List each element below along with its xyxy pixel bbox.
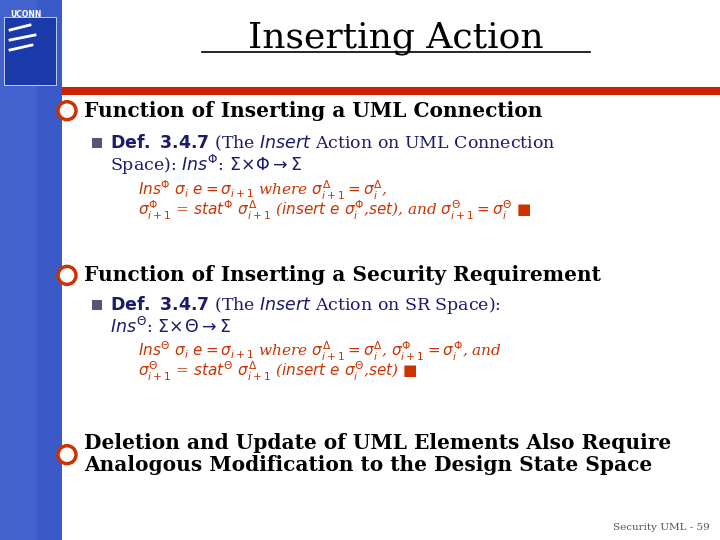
Text: $\mathit{Ins}^{\Theta}$: $\Sigma\!\times\!\Theta \rightarrow \Sigma$: $\mathit{Ins}^{\Theta}$: $\Sigma\!\times… (110, 318, 231, 338)
Bar (62, 87, 720, 95)
Text: Function of Inserting a UML Connection: Function of Inserting a UML Connection (84, 100, 542, 121)
Text: Function of Inserting a Security Requirement: Function of Inserting a Security Require… (84, 265, 601, 286)
Bar (0, 0, 37, 540)
Text: Space): $\mathit{Ins}^{\Phi}$: $\Sigma\!\times\!\Phi \rightarrow \Sigma$: Space): $\mathit{Ins}^{\Phi}$: $\Sigma\!… (110, 153, 302, 177)
Text: Inserting Action: Inserting Action (248, 21, 544, 55)
Bar (4, 17, 56, 85)
Circle shape (58, 102, 76, 120)
Text: $\sigma^{\Theta}_{i+1}$ = $\mathit{stat}^{\Theta}\ \sigma^{\Delta}_{i+1}$ ($\mat: $\sigma^{\Theta}_{i+1}$ = $\mathit{stat}… (138, 360, 418, 383)
Text: $\mathbf{Def.\ 3.4.7}$ (The $\mathit{Insert}$ Action on UML Connection: $\mathbf{Def.\ 3.4.7}$ (The $\mathit{Ins… (110, 133, 556, 153)
Text: $\mathit{Ins}^{\Theta}\ \sigma_i\ e = \sigma_{i+1}$ where $\sigma^{\Delta}_{i+1}: $\mathit{Ins}^{\Theta}\ \sigma_i\ e = \s… (138, 340, 502, 363)
Bar (0, 0, 62, 540)
Text: Deletion and Update of UML Elements Also Require: Deletion and Update of UML Elements Also… (84, 433, 671, 453)
Circle shape (58, 446, 76, 464)
Bar (92, 300, 102, 310)
Text: UCONN: UCONN (10, 10, 41, 19)
Text: $\mathbf{Def.\ 3.4.7}$ (The $\mathit{Insert}$ Action on SR Space):: $\mathbf{Def.\ 3.4.7}$ (The $\mathit{Ins… (110, 294, 501, 316)
Circle shape (58, 266, 76, 285)
Text: $\mathit{Ins}^{\Phi}\ \sigma_i\ e = \sigma_{i+1}$ where $\sigma^{\Delta}_{i+1} =: $\mathit{Ins}^{\Phi}\ \sigma_i\ e = \sig… (138, 179, 387, 202)
Bar (92, 138, 102, 148)
Text: Analogous Modification to the Design State Space: Analogous Modification to the Design Sta… (84, 455, 652, 475)
Text: $\sigma^{\Phi}_{i+1}$ = $\mathit{stat}^{\Phi}\ \sigma^{\Delta}_{i+1}$ ($\mathit{: $\sigma^{\Phi}_{i+1}$ = $\mathit{stat}^{… (138, 199, 531, 222)
Text: Security UML - 59: Security UML - 59 (613, 523, 710, 532)
